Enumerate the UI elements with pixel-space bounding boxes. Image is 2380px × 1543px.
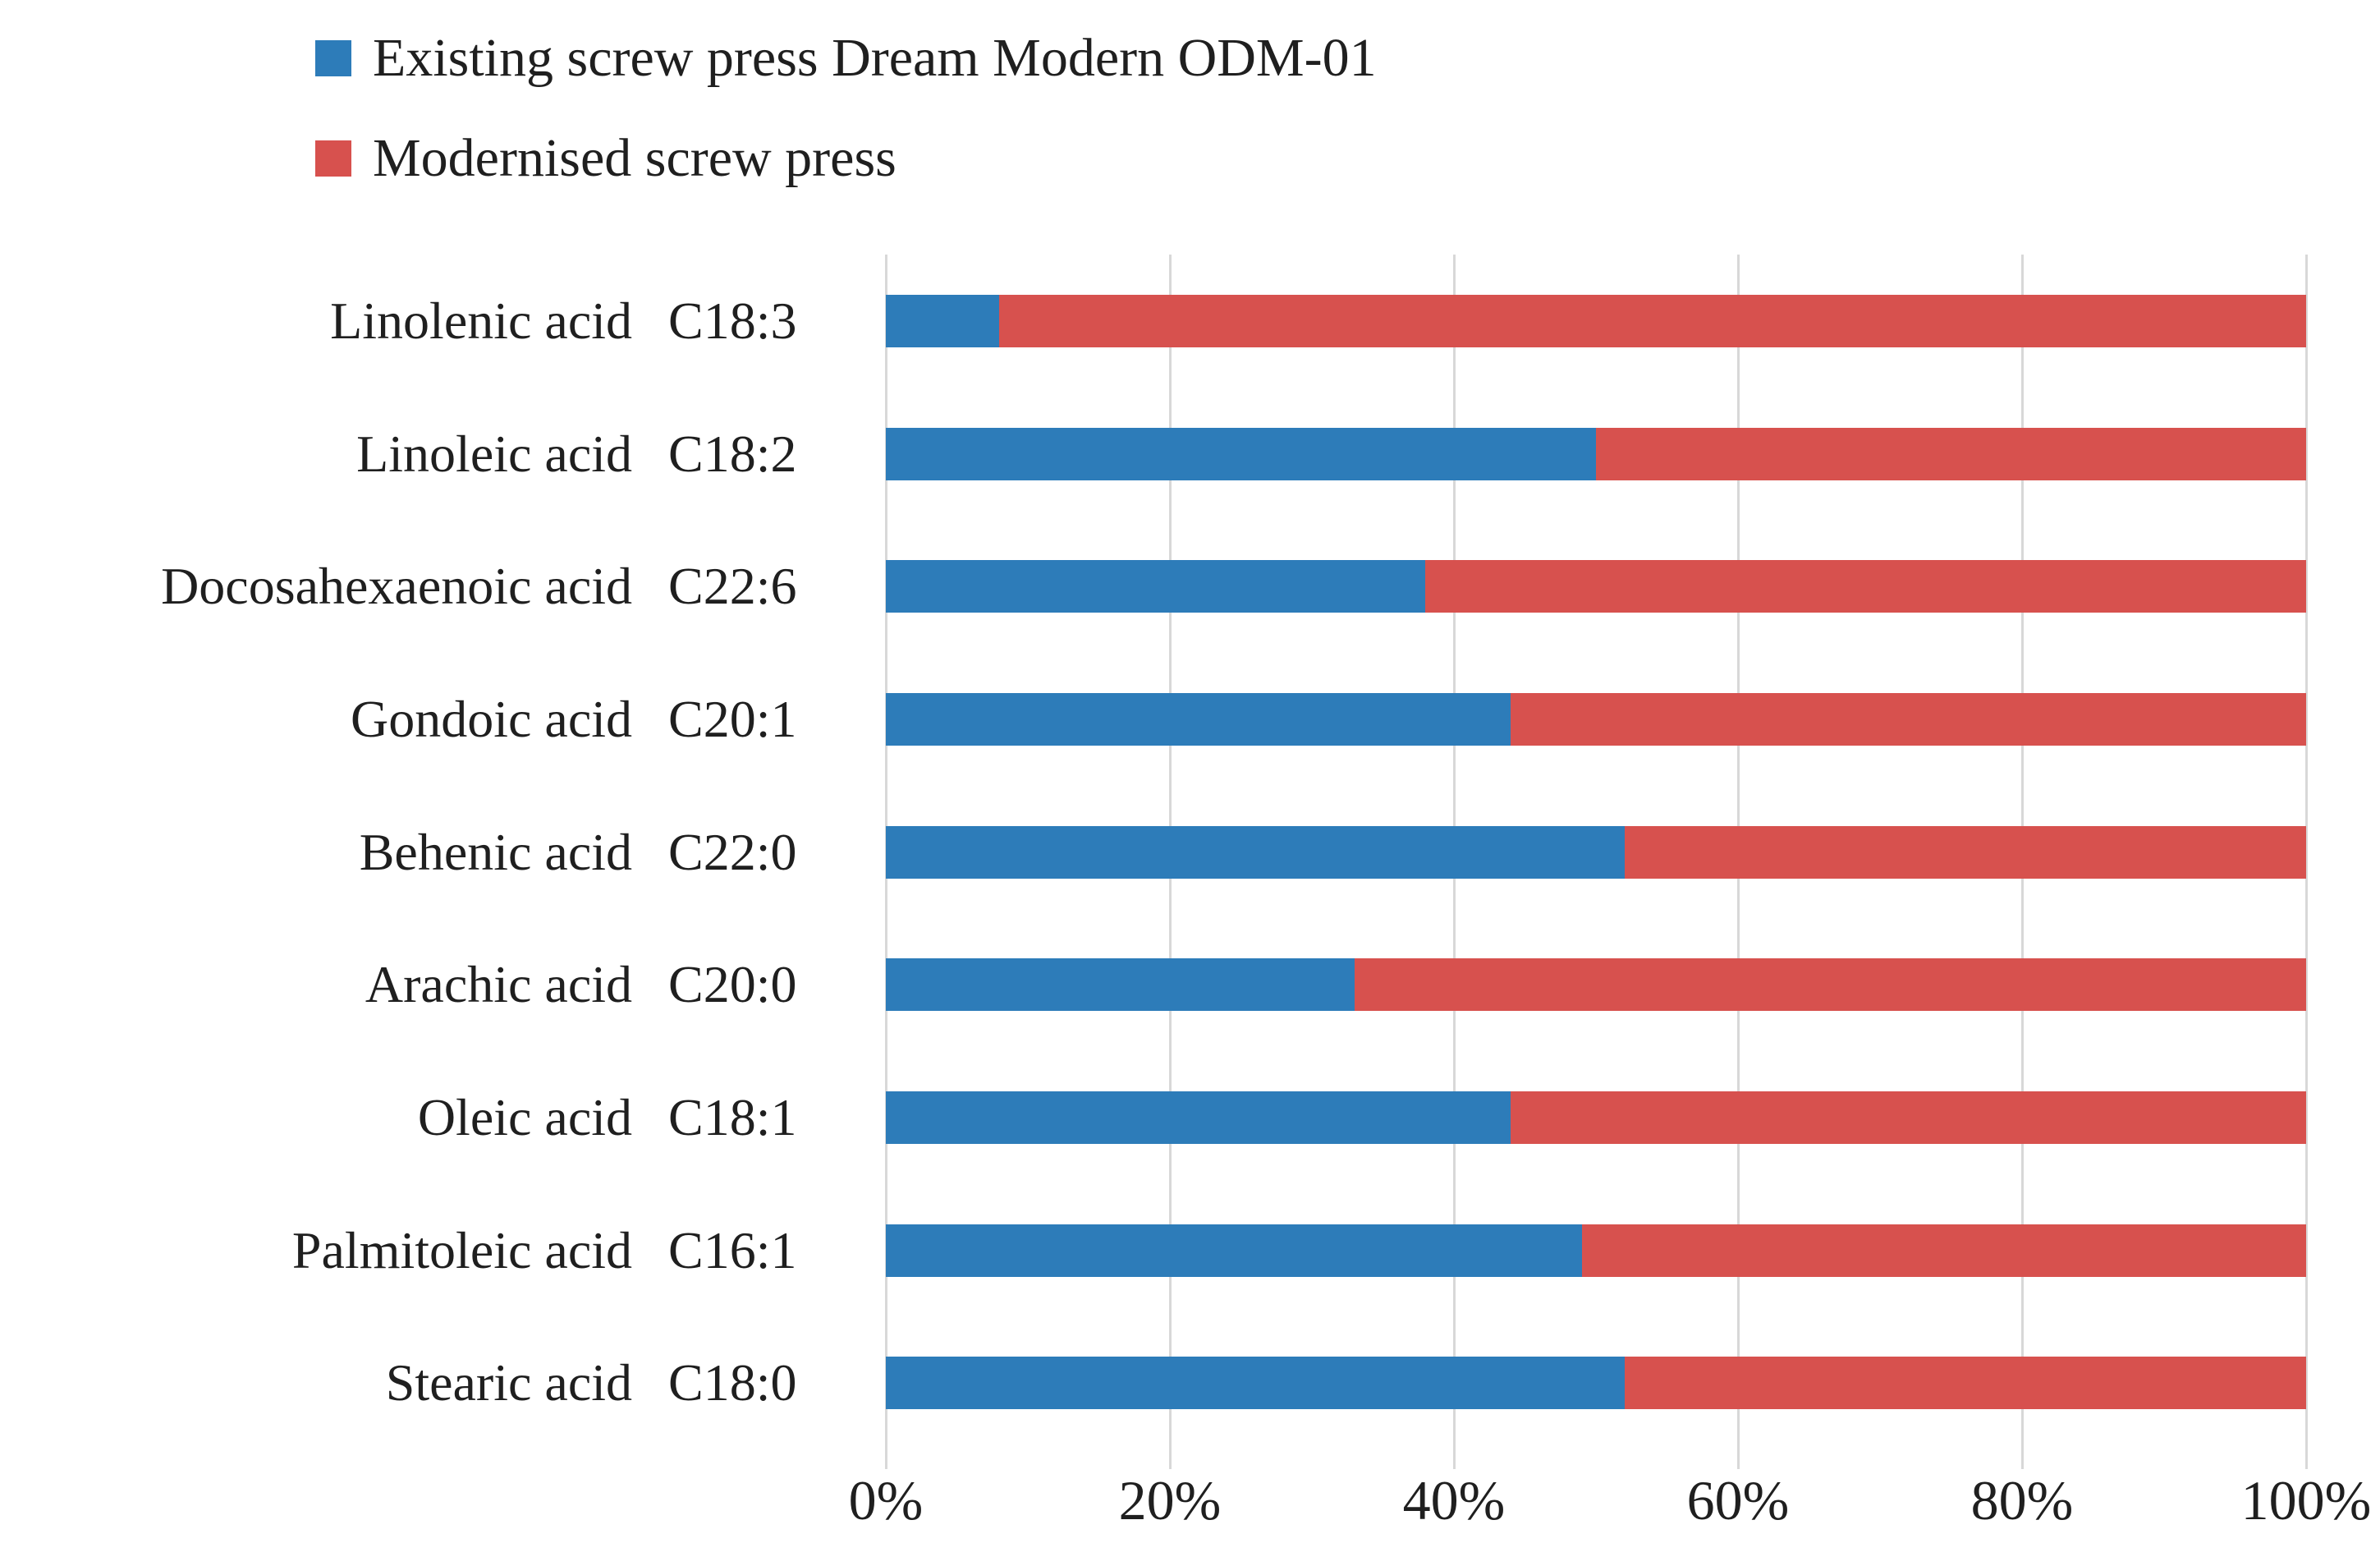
stacked-bar-gondoic-acid <box>886 692 2306 746</box>
category-label-row: Linoleic acid C18:2 <box>0 388 855 521</box>
stacked-bar-linolenic-acid <box>886 294 2306 347</box>
axis-tick-mark <box>2021 1449 2024 1469</box>
x-tick-label: 100% <box>2240 1469 2372 1532</box>
category-name: Behenic acid <box>359 822 632 881</box>
category-name: Palmitoleic acid <box>291 1220 632 1279</box>
bar-segment <box>1511 692 2306 746</box>
bar-segment <box>886 692 1511 746</box>
category-code: C22:6 <box>668 557 797 616</box>
axis-tick-mark <box>2305 1449 2308 1469</box>
axis-tick-mark <box>1737 1449 1740 1469</box>
category-name: Gondoic acid <box>351 689 632 748</box>
x-tick-label: 80% <box>1970 1469 2074 1532</box>
bar-segment <box>1425 560 2306 613</box>
bar-segment <box>886 294 1000 347</box>
legend-swatch-red <box>315 140 351 177</box>
legend-item-modernised-press: Modernised screw press <box>315 108 1377 209</box>
bar-band <box>886 653 2306 786</box>
category-label-row: Arachic acid C20:0 <box>0 918 855 1051</box>
stacked-bar-stearic-acid <box>886 1357 2306 1410</box>
x-tick-label: 20% <box>1118 1469 1222 1532</box>
bar-band <box>886 918 2306 1051</box>
legend-item-existing-press: Existing screw press Dream Modern ODM-01 <box>315 8 1377 108</box>
category-code: C20:1 <box>668 689 797 748</box>
bar-band <box>886 1051 2306 1184</box>
category-label-row: Docosahexaenoic acid C22:6 <box>0 520 855 653</box>
category-name: Stearic acid <box>385 1353 632 1412</box>
category-label-row: Behenic acid C22:0 <box>0 786 855 919</box>
bar-segment <box>886 825 1625 879</box>
category-axis-labels: Linolenic acid C18:3 Linoleic acid C18:2 Doc… <box>0 255 855 1449</box>
bar-band <box>886 1316 2306 1449</box>
category-name: Docosahexaenoic acid <box>161 557 632 616</box>
stacked-bar-palmitoleic-acid <box>886 1224 2306 1277</box>
bar-band <box>886 520 2306 653</box>
category-name: Oleic acid <box>417 1087 632 1146</box>
bar-segment <box>1511 1091 2306 1144</box>
bar-band <box>886 786 2306 919</box>
x-tick-label: 0% <box>848 1469 924 1532</box>
category-code: C18:1 <box>668 1087 797 1146</box>
category-code: C18:0 <box>668 1353 797 1412</box>
category-label-row: Stearic acid C18:0 <box>0 1316 855 1449</box>
bar-band <box>886 388 2306 521</box>
axis-tick-mark <box>885 1449 887 1469</box>
bar-segment <box>1624 825 2306 879</box>
x-tick-label: 60% <box>1686 1469 1790 1532</box>
category-code: C20:0 <box>668 955 797 1014</box>
bar-segment <box>886 427 1596 480</box>
x-tick-label: 40% <box>1402 1469 1506 1532</box>
bar-segment <box>1581 1224 2306 1277</box>
category-code: C16:1 <box>668 1220 797 1279</box>
category-label-row: Oleic acid C18:1 <box>0 1051 855 1184</box>
stacked-bar-linoleic-acid <box>886 427 2306 480</box>
category-name: Linolenic acid <box>330 291 632 350</box>
gridline <box>2305 255 2308 1449</box>
bar-segment <box>886 1091 1511 1144</box>
bar-segment <box>1624 1357 2306 1410</box>
legend: Existing screw press Dream Modern ODM-01… <box>315 8 1377 209</box>
category-label-row: Gondoic acid C20:1 <box>0 653 855 786</box>
stacked-bar-oleic-acid <box>886 1091 2306 1144</box>
axis-tick-mark <box>1169 1449 1172 1469</box>
bar-band <box>886 255 2306 388</box>
category-name: Arachic acid <box>365 955 632 1014</box>
bar-segment <box>886 958 1355 1012</box>
category-name: Linoleic acid <box>356 424 632 483</box>
axis-tick-mark <box>1453 1449 1456 1469</box>
category-code: C18:2 <box>668 424 797 483</box>
plot-area <box>885 255 2308 1469</box>
bar-segment <box>1596 427 2306 480</box>
stacked-bar-docosahexaenoic-acid <box>886 560 2306 613</box>
bar-segment <box>1354 958 2306 1012</box>
bars <box>886 255 2306 1449</box>
legend-label-modernised-press: Modernised screw press <box>373 128 897 188</box>
bar-segment <box>886 1357 1625 1410</box>
bar-segment <box>886 1224 1582 1277</box>
bar-segment <box>999 294 2306 347</box>
stacked-bar-arachic-acid <box>886 958 2306 1012</box>
bar-segment <box>886 560 1426 613</box>
stacked-bar-behenic-acid <box>886 825 2306 879</box>
category-label-row: Palmitoleic acid C16:1 <box>0 1184 855 1317</box>
x-axis-tick-labels: 0% 20% 40% 60% 80% 100% <box>849 1468 2372 1542</box>
category-code: C22:0 <box>668 822 797 881</box>
legend-label-existing-press: Existing screw press Dream Modern ODM-01 <box>373 28 1377 88</box>
bar-band <box>886 1184 2306 1317</box>
category-label-row: Linolenic acid C18:3 <box>0 255 855 388</box>
legend-swatch-blue <box>315 40 351 76</box>
category-code: C18:3 <box>668 291 797 350</box>
